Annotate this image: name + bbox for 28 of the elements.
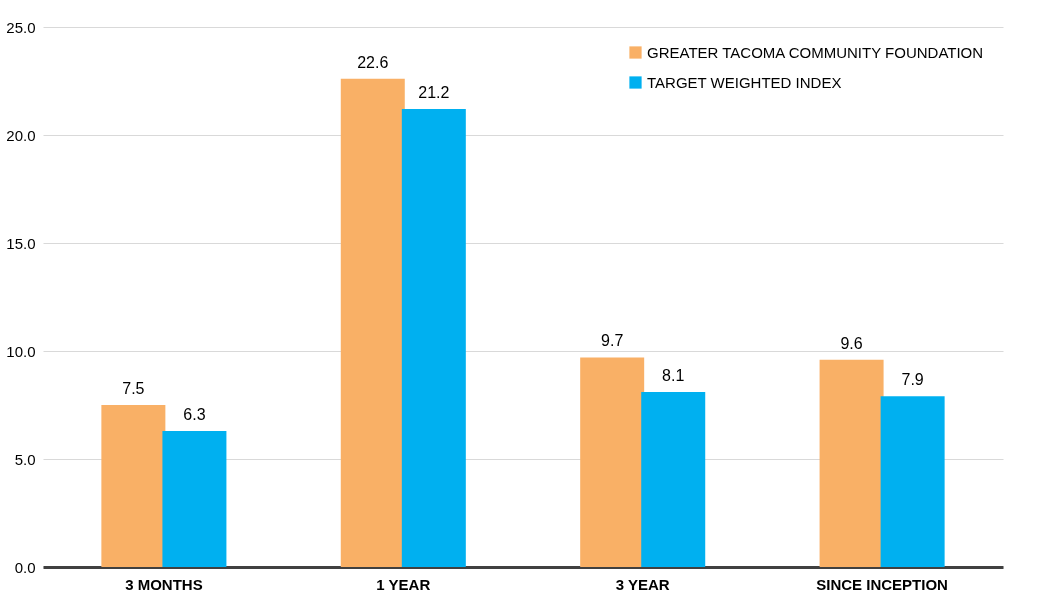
bar: [880, 396, 945, 567]
bar: [340, 78, 405, 567]
y-tick-label: 25.0: [6, 18, 36, 36]
bar: [401, 109, 466, 567]
y-tick-label: 20.0: [6, 126, 36, 144]
data-label: 22.6: [357, 53, 389, 71]
bar: [162, 430, 227, 567]
bar: [819, 359, 884, 567]
y-tick-label: 10.0: [6, 342, 36, 360]
y-tick-label: 15.0: [6, 234, 36, 252]
data-label: 7.9: [901, 371, 924, 389]
data-label: 9.7: [601, 332, 624, 350]
y-tick-label: 0.0: [14, 558, 36, 576]
x-tick-label: 1 YEAR: [376, 575, 431, 593]
legend-label: TARGET WEIGHTED INDEX: [647, 73, 842, 91]
bar: [580, 357, 645, 567]
data-label: 9.6: [840, 334, 863, 352]
bar: [641, 392, 706, 567]
y-tick-label: 5.0: [14, 450, 36, 468]
x-tick-label: 3 MONTHS: [125, 575, 203, 593]
data-label: 21.2: [418, 84, 450, 102]
legend-label: GREATER TACOMA COMMUNITY FOUNDATION: [647, 43, 984, 61]
bar: [101, 405, 166, 567]
x-tick-label: SINCE INCEPTION: [816, 575, 948, 593]
data-label: 7.5: [122, 380, 145, 397]
data-label: 8.1: [662, 367, 685, 385]
data-label: 6.3: [183, 405, 206, 423]
x-tick-label: 3 YEAR: [615, 575, 670, 593]
